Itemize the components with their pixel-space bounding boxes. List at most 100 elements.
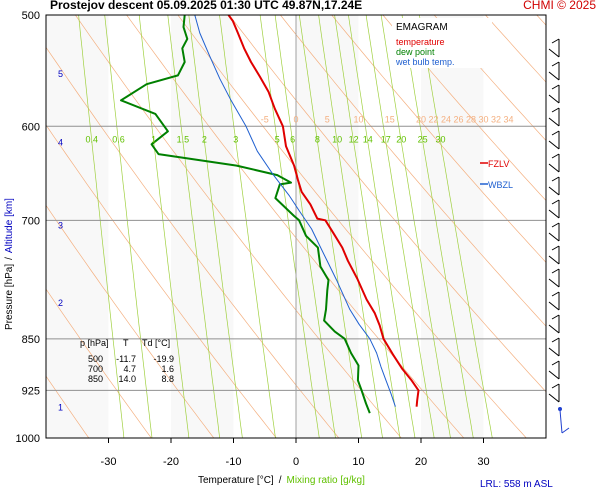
temperature-tick-label: 10 bbox=[352, 456, 364, 468]
mixing-ratio-label: 5 bbox=[275, 134, 280, 144]
temperature-band bbox=[46, 15, 109, 438]
table-cell-t-850: 14.0 bbox=[118, 374, 136, 384]
plot-frame bbox=[45, 14, 547, 439]
credit-label: CHMI © 2025 bbox=[523, 0, 596, 12]
dew-point-line bbox=[120, 15, 371, 414]
table-header-t: T bbox=[123, 338, 129, 348]
pressure-tick-label: 1000 bbox=[16, 433, 40, 445]
wind-barb bbox=[548, 314, 560, 334]
altitude-tick-label: 2 bbox=[58, 298, 63, 308]
table-cell-td-850: 8.8 bbox=[161, 374, 174, 384]
mixing-ratio-label: 1.5 bbox=[177, 134, 190, 144]
mixing-ratio-line bbox=[334, 15, 401, 438]
wind-barb bbox=[548, 107, 560, 127]
table-cell-t-500: -11.7 bbox=[116, 354, 136, 364]
temperature-tick-label: 30 bbox=[477, 456, 489, 468]
mixing-ratio-label: 3 bbox=[233, 134, 238, 144]
mixing-ratio-label: 10 bbox=[332, 134, 342, 144]
temperature-line-label: 5 bbox=[325, 114, 330, 124]
wind-barb bbox=[548, 383, 560, 403]
mixing-ratio-label: 8 bbox=[315, 134, 320, 144]
dry-adiabat-line bbox=[228, 15, 546, 393]
mixing-ratio-line bbox=[78, 15, 125, 438]
temperature-line-label: 26 bbox=[453, 114, 463, 124]
altitude-tick-label: 5 bbox=[58, 69, 63, 79]
temperature-band bbox=[483, 15, 546, 438]
y-axis-title-pressure: Pressure [hPa] bbox=[4, 264, 15, 330]
mixing-ratio-label: 25 bbox=[418, 134, 428, 144]
fzlv-label: FZLV bbox=[488, 159, 509, 169]
table-header-td: Td [°C] bbox=[142, 338, 170, 348]
dry-adiabat-line bbox=[46, 288, 152, 438]
mixing-ratio-line bbox=[138, 15, 190, 438]
wind-barb bbox=[548, 199, 560, 219]
mixing-ratio-line bbox=[401, 15, 474, 438]
mixing-ratio-label: 12 bbox=[349, 134, 359, 144]
dry-adiabat-line bbox=[382, 15, 546, 202]
altitude-tick-label: 1 bbox=[58, 403, 63, 413]
mixing-ratio-label: 20 bbox=[396, 134, 406, 144]
dry-adiabat-line bbox=[46, 204, 215, 438]
mixing-ratio-line bbox=[259, 15, 320, 438]
mixing-ratio-label: 0.4 bbox=[86, 134, 99, 144]
temperature-line-label: -5 bbox=[261, 114, 269, 124]
wind-barb bbox=[548, 84, 560, 104]
wind-barb bbox=[548, 291, 560, 311]
temperature-band bbox=[171, 15, 234, 438]
mixing-ratio-line bbox=[104, 15, 153, 438]
mixing-ratio-line bbox=[298, 15, 363, 438]
temperature-tick-label: -10 bbox=[226, 456, 242, 468]
wind-barb bbox=[548, 176, 560, 196]
dry-adiabat-line bbox=[46, 375, 90, 438]
temperature-line-label: 20 bbox=[416, 114, 426, 124]
wind-barb bbox=[548, 222, 560, 242]
mixing-ratio-line bbox=[219, 15, 276, 438]
x-axis-title-mix: Mixing ratio [g/kg] bbox=[286, 475, 365, 486]
temperature-line-label: 0 bbox=[293, 114, 298, 124]
wind-barb bbox=[548, 61, 560, 81]
altitude-tick-label: 3 bbox=[58, 221, 63, 231]
dry-adiabat-line bbox=[177, 15, 527, 438]
wind-barb bbox=[548, 360, 560, 380]
temperature-band bbox=[296, 15, 359, 438]
table-header-p: p [hPa] bbox=[80, 338, 109, 348]
temperature-line-label: 34 bbox=[503, 114, 513, 124]
temperature-band bbox=[421, 15, 484, 438]
lrl-label: LRL: 558 m ASL bbox=[480, 479, 553, 490]
surface-wind-barb bbox=[558, 407, 570, 434]
y-axis-title: Pressure [hPa] / Altitude [km] bbox=[4, 198, 15, 330]
mixing-ratio-label: 2 bbox=[202, 134, 207, 144]
pressure-tick-label: 925 bbox=[22, 385, 40, 397]
wbzl-label: WBZL bbox=[488, 180, 513, 190]
wind-barb bbox=[548, 245, 560, 265]
temperature-tick-label: 20 bbox=[415, 456, 427, 468]
mixing-ratio-line bbox=[274, 15, 336, 438]
legend-title: EMAGRAM bbox=[396, 22, 448, 33]
pressure-tick-label: 850 bbox=[22, 334, 40, 346]
x-axis-title-sep: / bbox=[279, 475, 282, 486]
dry-adiabat-line bbox=[433, 15, 546, 142]
wet-bulb-line bbox=[194, 15, 396, 407]
mixing-ratio-label: 1 bbox=[151, 134, 156, 144]
temperature-tick-label: 0 bbox=[293, 456, 299, 468]
mixing-ratio-label: 0.6 bbox=[112, 134, 125, 144]
mixing-ratio-line bbox=[380, 15, 451, 438]
wind-barb bbox=[548, 38, 560, 58]
table-cell-p-700: 700 bbox=[88, 364, 103, 374]
temperature-tick-label: -30 bbox=[101, 456, 117, 468]
temperature-line-label: 24 bbox=[441, 114, 451, 124]
pressure-tick-label: 500 bbox=[22, 10, 40, 22]
mixing-ratio-line bbox=[188, 15, 243, 438]
mixing-ratio-line bbox=[365, 15, 435, 438]
wind-barb bbox=[548, 153, 560, 173]
legend-wet-bulb: wet bulb temp. bbox=[395, 57, 455, 67]
mixing-ratio-line bbox=[318, 15, 383, 438]
altitude-tick-label: 4 bbox=[58, 137, 63, 147]
table-cell-td-700: 1.6 bbox=[161, 364, 174, 374]
dry-adiabat-line bbox=[331, 15, 546, 263]
temperature-line bbox=[227, 15, 420, 407]
temperature-tick-label: -20 bbox=[163, 456, 179, 468]
y-axis-title-altitude: Altitude [km] bbox=[4, 198, 15, 253]
legend-dew-point: dew point bbox=[396, 47, 435, 57]
dry-adiabat-line bbox=[588, 15, 600, 438]
